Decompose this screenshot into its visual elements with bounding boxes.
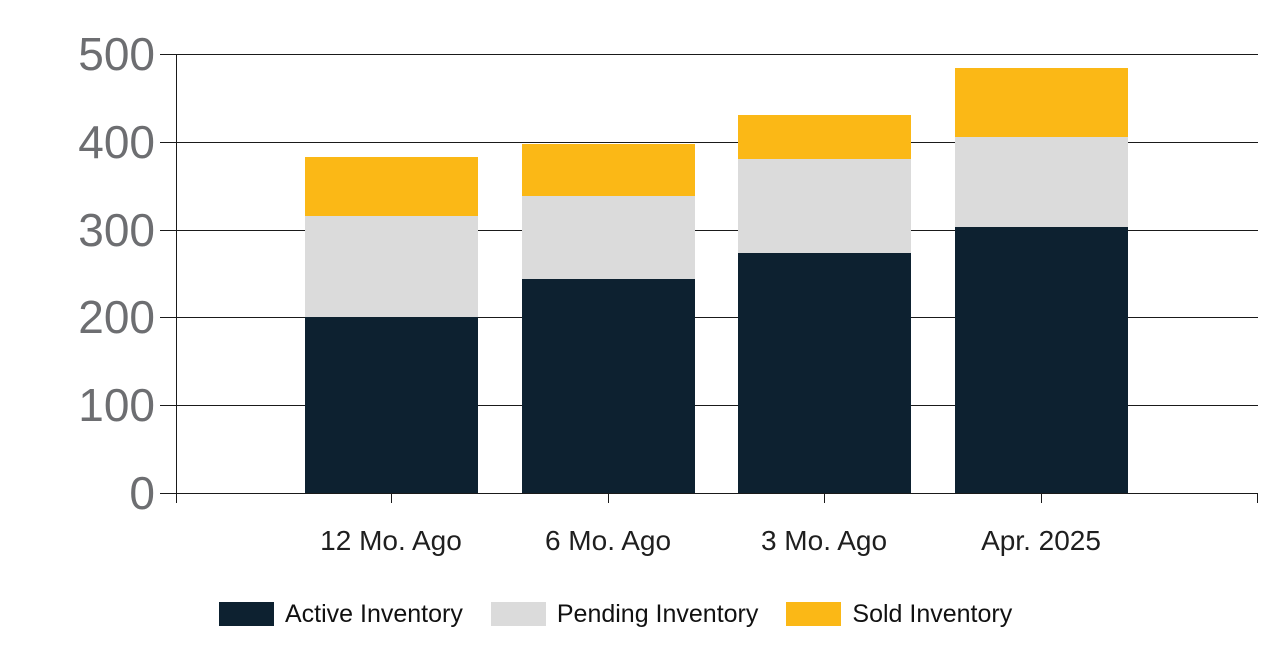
gridline-400 (176, 141, 1258, 143)
x-axis-category-label: Apr. 2025 (981, 525, 1101, 556)
y-axis-tick-label: 300 (78, 203, 155, 256)
y-axis-tick-400 (160, 141, 176, 143)
bar-segment-active-inventory-1 (304, 317, 478, 493)
x-axis-tick-1 (391, 493, 392, 503)
y-axis-tick-label: 400 (78, 115, 155, 168)
gridline-300 (176, 229, 1258, 231)
legend-item-active-inventory: Active Inventory (219, 601, 463, 627)
x-axis-category-label: 6 Mo. Ago (544, 525, 672, 556)
legend-label: Pending Inventory (556, 600, 759, 628)
gridline-0 (176, 493, 1258, 494)
y-axis-tick-label: 500 (78, 28, 155, 80)
gridline-500 (176, 54, 1258, 55)
x-axis-category-label: 3 Mo. Ago (760, 525, 888, 556)
bar-segment-active-inventory-2 (521, 278, 695, 493)
x-axis-tick-3 (824, 493, 825, 503)
y-axis-tick-100 (160, 405, 176, 407)
bar-segment-sold-inventory-3 (737, 115, 911, 160)
legend-swatch-icon (219, 602, 274, 626)
bar-segment-active-inventory-4 (954, 226, 1128, 493)
bar-segment-pending-inventory-2 (521, 196, 695, 279)
y-axis-tick-0 (160, 493, 176, 494)
x-axis-tick-2 (608, 493, 609, 503)
bar-segment-sold-inventory-1 (304, 156, 478, 217)
x-axis-category-label: 12 Mo. Ago (320, 525, 462, 556)
legend-item-pending-inventory: Pending Inventory (490, 600, 759, 628)
legend-label: Sold Inventory (852, 600, 1013, 628)
x-axis-end-tick (1257, 493, 1258, 503)
bar-segment-sold-inventory-4 (954, 68, 1128, 137)
x-axis-tick-4 (1041, 493, 1042, 503)
chart-legend: Active Inventory Pending Inventory Sold In… (219, 601, 1012, 627)
bar-segment-pending-inventory-1 (304, 216, 478, 318)
y-axis-tick-label: 100 (78, 379, 155, 432)
legend-swatch-icon (490, 602, 546, 626)
bar-segment-pending-inventory-4 (954, 136, 1128, 227)
legend-label: Active Inventory (285, 600, 463, 628)
y-axis-tick-label: 0 (129, 467, 155, 519)
y-axis-tick-500 (160, 54, 176, 55)
gridline-200 (176, 317, 1258, 319)
y-axis-tick-300 (160, 229, 176, 231)
gridline-100 (176, 405, 1258, 407)
legend-swatch-icon (786, 602, 842, 626)
bar-segment-pending-inventory-3 (737, 159, 911, 254)
y-axis-tick-label: 200 (78, 291, 155, 344)
bar-segment-sold-inventory-2 (521, 144, 695, 197)
legend-item-sold-inventory: Sold Inventory (786, 601, 1012, 627)
bar-segment-active-inventory-3 (737, 253, 911, 493)
y-axis-line (176, 54, 177, 503)
y-axis-tick-200 (160, 317, 176, 319)
